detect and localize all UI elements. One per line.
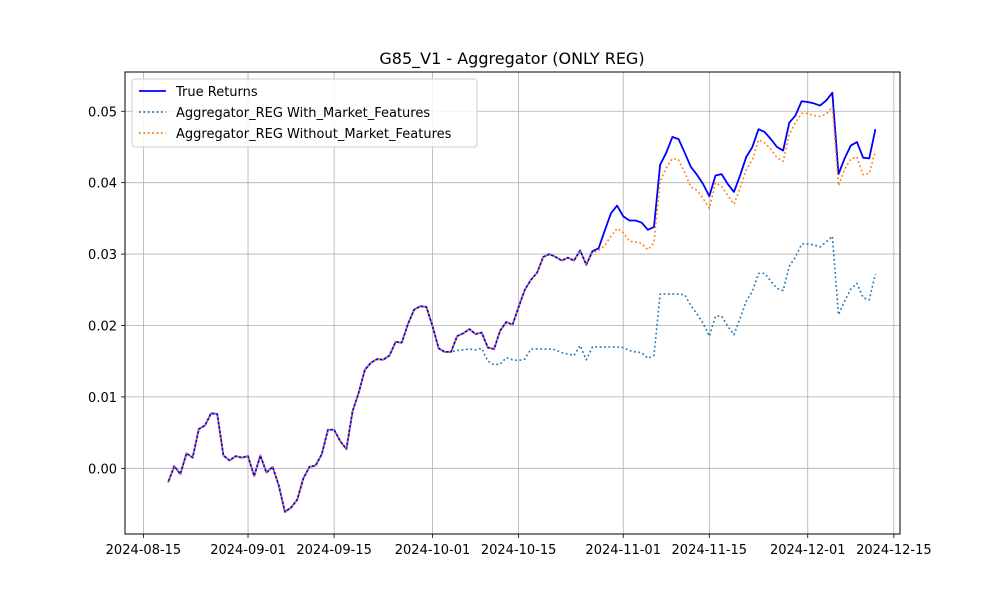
x-axis: 2024-08-15 2024-09-01 2024-09-15 2024-10-01… xyxy=(106,534,932,558)
y-tick-label: 0.03 xyxy=(88,248,117,263)
y-tick-label: 0.02 xyxy=(88,319,117,334)
grid-lines xyxy=(125,72,900,534)
legend-label: Aggregator_REG Without_Market_Features xyxy=(176,127,452,142)
y-tick-label: 0.05 xyxy=(88,105,117,120)
x-tick-label: 2024-10-15 xyxy=(481,543,557,558)
legend-label: Aggregator_REG With_Market_Features xyxy=(176,106,430,121)
x-tick-label: 2024-11-15 xyxy=(672,543,748,558)
x-tick-label: 2024-11-01 xyxy=(585,543,661,558)
y-tick-label: 0.01 xyxy=(88,391,117,406)
series-line-2 xyxy=(167,106,877,513)
x-tick-label: 2024-12-15 xyxy=(856,543,932,558)
legend: True Returns Aggregator_REG With_Market_F… xyxy=(131,78,478,148)
legend-box xyxy=(131,78,478,148)
y-axis: 0.00 0.01 0.02 0.03 0.04 0.05 xyxy=(88,105,125,477)
legend-label: True Returns xyxy=(175,85,258,100)
plot-frame xyxy=(124,71,901,535)
x-tick-label: 2024-10-01 xyxy=(395,543,471,558)
chart-title: G85_V1 - Aggregator (ONLY REG) xyxy=(379,49,644,69)
series-lines xyxy=(167,91,877,513)
x-tick-label: 2024-09-01 xyxy=(210,543,286,558)
x-tick-label: 2024-12-01 xyxy=(770,543,846,558)
x-tick-label: 2024-08-15 xyxy=(106,543,182,558)
x-tick-label: 2024-09-15 xyxy=(296,543,372,558)
y-tick-label: 0.00 xyxy=(88,462,117,477)
y-tick-label: 0.04 xyxy=(88,177,117,192)
